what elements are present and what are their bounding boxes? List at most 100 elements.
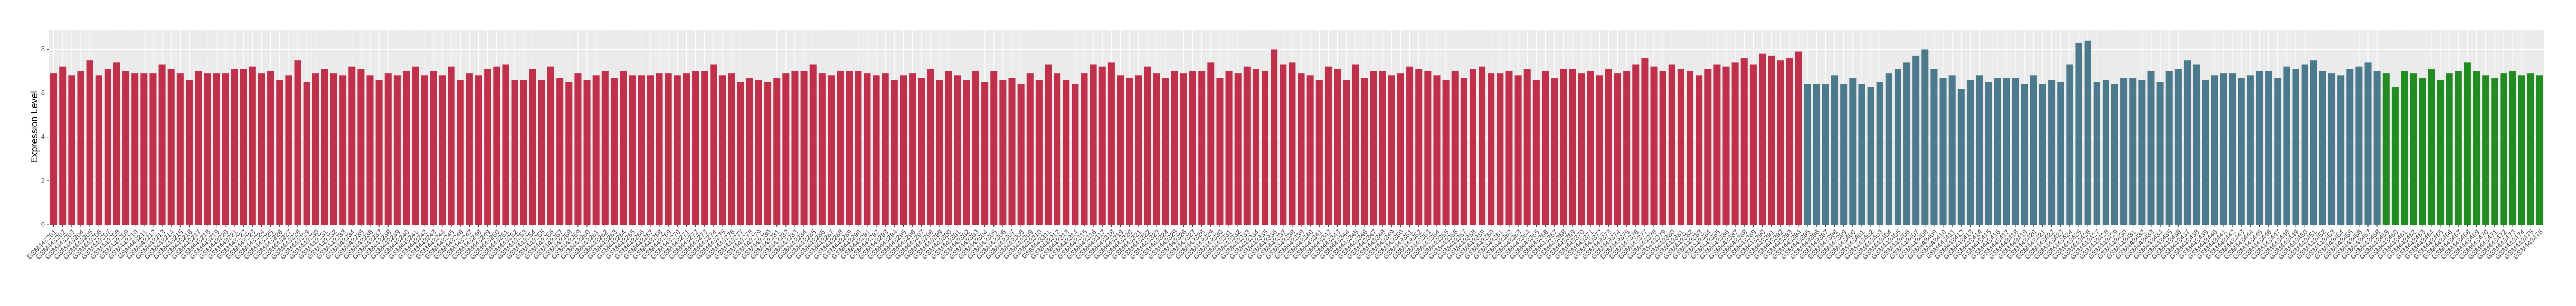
bar	[1985, 82, 1992, 225]
bar	[899, 75, 907, 225]
bar	[1687, 71, 1694, 225]
bar	[2030, 75, 2037, 225]
bar	[1026, 73, 1034, 225]
bar	[629, 75, 636, 225]
bar	[158, 64, 166, 225]
bar	[2147, 71, 2155, 225]
bar	[1849, 78, 1857, 225]
bar	[502, 64, 509, 225]
bar	[276, 80, 283, 225]
bar	[846, 71, 853, 225]
bar	[538, 80, 545, 225]
bar	[1596, 75, 1603, 225]
bar	[1532, 80, 1540, 225]
bar	[1343, 80, 1350, 225]
bar	[1054, 73, 1061, 225]
bar	[1822, 84, 1829, 225]
bar	[348, 66, 356, 225]
bar	[909, 73, 916, 225]
bar	[2364, 62, 2372, 225]
bar	[195, 71, 202, 225]
bar	[1749, 64, 1757, 225]
bar	[1370, 71, 1377, 225]
bar	[2391, 87, 2399, 225]
bar	[421, 75, 428, 225]
bar	[1216, 78, 1224, 225]
bar	[2446, 73, 2453, 225]
bar	[2202, 80, 2209, 225]
bar	[2536, 75, 2543, 225]
bar	[303, 82, 310, 225]
bar	[2301, 64, 2308, 225]
bar	[2156, 82, 2164, 225]
bar	[1578, 73, 1585, 225]
bar	[185, 80, 193, 225]
bar	[231, 69, 238, 225]
bar	[2527, 73, 2534, 225]
bar	[493, 66, 500, 225]
bar	[1098, 66, 1106, 225]
bar	[2102, 80, 2109, 225]
bar	[1976, 75, 1983, 225]
bar	[2283, 66, 2290, 225]
bar	[2328, 73, 2336, 225]
bar	[240, 69, 247, 225]
bar	[999, 80, 1007, 225]
bar	[2373, 71, 2381, 225]
bar	[59, 66, 67, 225]
bar	[972, 71, 980, 225]
bar	[1614, 73, 1622, 225]
bar	[882, 73, 889, 225]
bar	[565, 82, 573, 225]
bar	[1713, 64, 1721, 225]
bar	[1505, 71, 1513, 225]
bar	[1966, 80, 1974, 225]
bar	[1605, 69, 1612, 225]
bar	[2066, 64, 2073, 225]
bar	[2256, 71, 2264, 225]
bar	[1813, 84, 1820, 225]
bar	[2229, 73, 2236, 225]
bar	[855, 71, 862, 225]
bar	[1090, 64, 1097, 225]
bar	[366, 75, 374, 225]
bar	[2075, 42, 2082, 225]
bar	[2509, 71, 2516, 225]
bar	[430, 71, 437, 225]
bar	[68, 75, 75, 225]
bar	[1045, 64, 1052, 225]
bar	[981, 82, 989, 225]
bar	[656, 73, 663, 225]
bar	[918, 78, 925, 225]
bar	[1858, 84, 1865, 225]
bar	[755, 80, 762, 225]
bar	[1668, 64, 1675, 225]
bar	[737, 82, 744, 225]
bar	[620, 71, 627, 225]
bar	[1072, 84, 1079, 225]
bar	[1479, 66, 1486, 225]
bar	[267, 71, 274, 225]
bar	[2120, 78, 2128, 225]
bar	[1017, 84, 1025, 225]
bar	[547, 66, 555, 225]
bar	[2337, 75, 2345, 225]
bar	[312, 73, 319, 225]
bar	[529, 69, 536, 225]
bar	[1361, 78, 1368, 225]
bar	[2473, 71, 2480, 225]
bar	[1876, 82, 1883, 225]
bar	[1008, 78, 1016, 225]
bar	[2003, 78, 2010, 225]
bar	[1488, 73, 1495, 225]
bar	[2165, 71, 2173, 225]
bar	[1704, 69, 1712, 225]
bar	[104, 69, 111, 225]
bar	[1126, 78, 1133, 225]
bar	[1135, 75, 1142, 225]
bar	[1081, 73, 1088, 225]
bar	[1262, 71, 1269, 225]
bar	[2274, 78, 2281, 225]
bar	[2238, 78, 2245, 225]
bar	[2319, 71, 2326, 225]
